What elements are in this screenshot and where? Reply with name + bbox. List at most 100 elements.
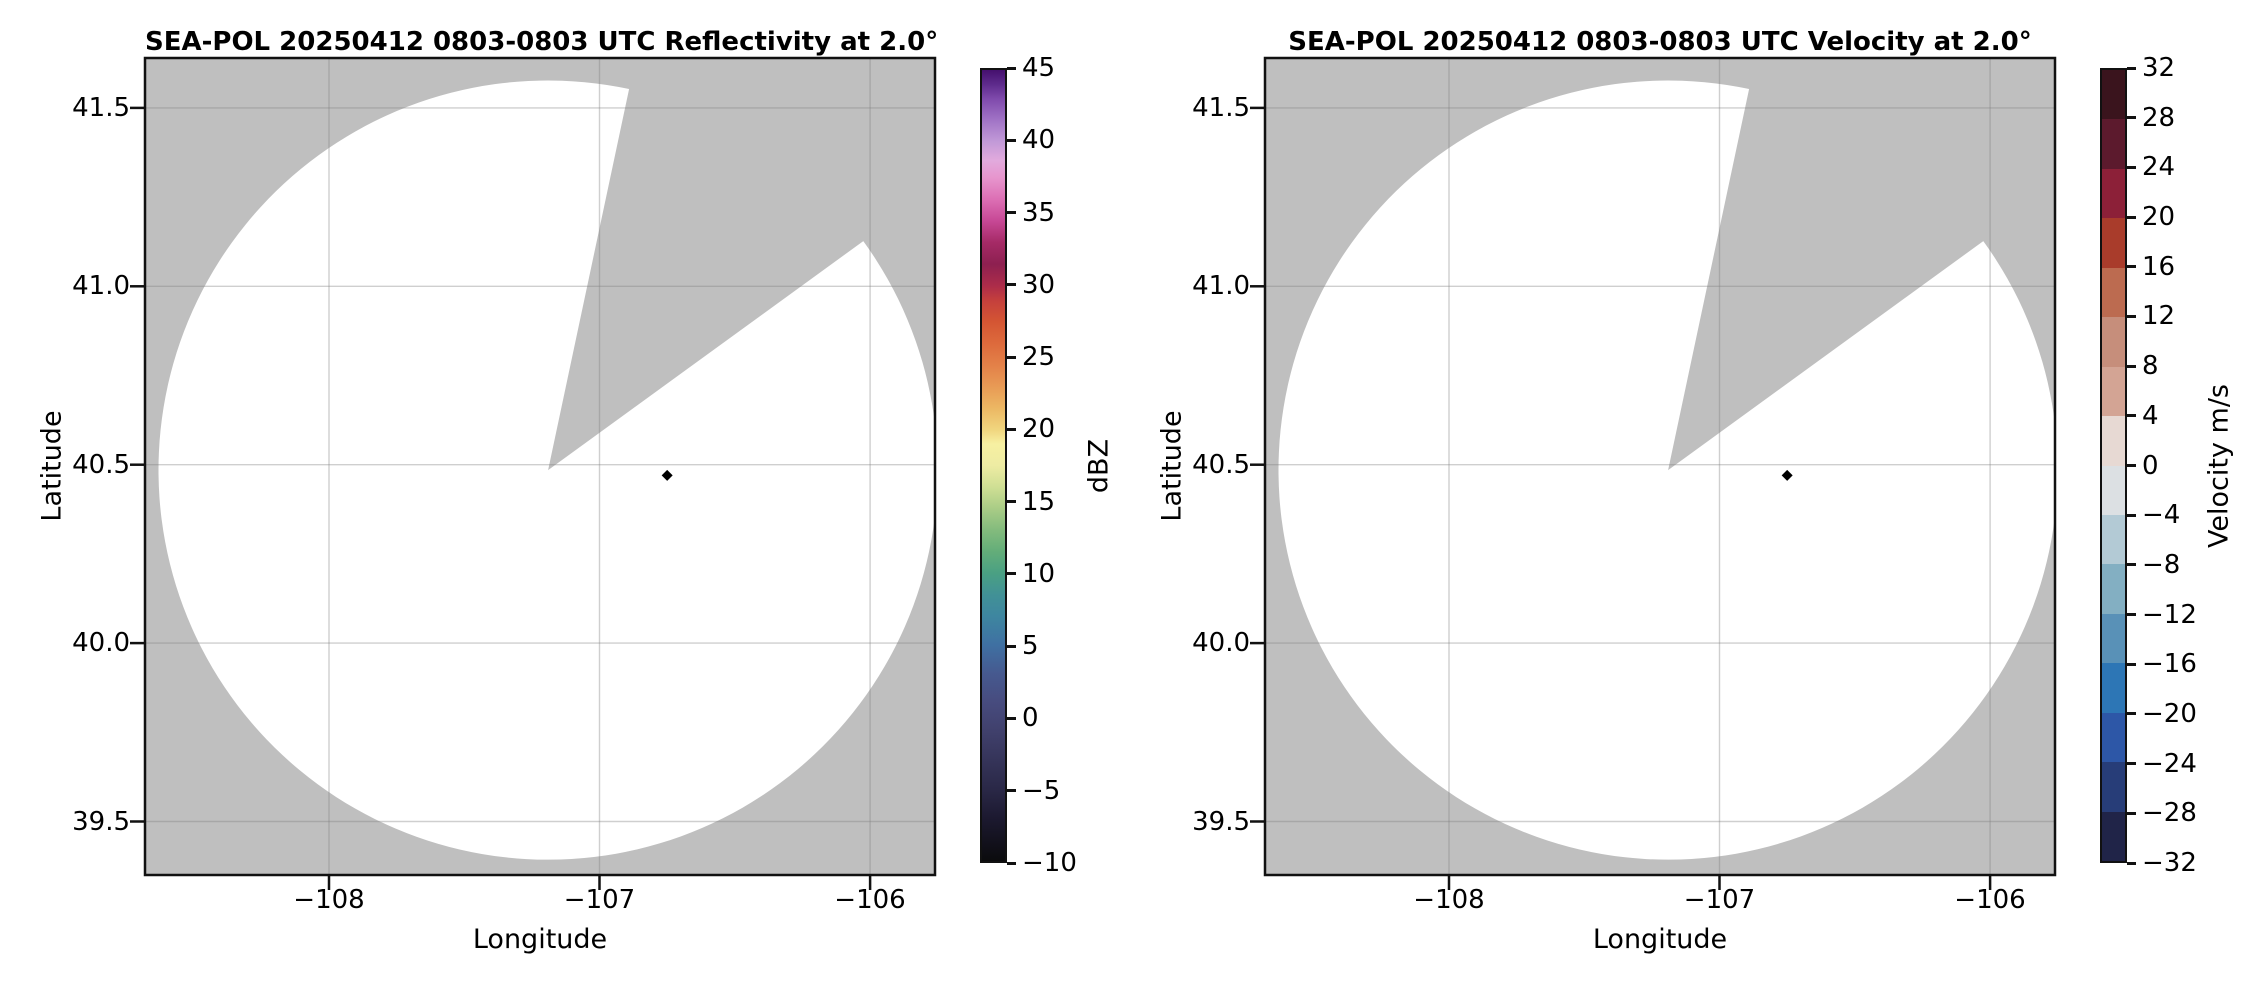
colorbar-segment <box>2102 514 2125 565</box>
colorbar-tick <box>1007 138 1016 142</box>
colorbar-tick <box>2127 613 2136 617</box>
colorbar-tick-label: −12 <box>2142 599 2197 630</box>
colorbar-tick-label: −28 <box>2142 798 2197 829</box>
site-marker-diamond <box>661 469 673 481</box>
x-tick-label: −107 <box>563 885 636 915</box>
radar-plot-reflectivity <box>130 56 938 890</box>
colorbar-segment <box>2102 811 2125 861</box>
colorbar-tick <box>2127 662 2136 666</box>
colorbar-tick <box>1007 789 1016 793</box>
colorbar-segment <box>2102 663 2125 713</box>
scan-area-no-echo <box>1278 80 2058 860</box>
colorbar-tick-label: −10 <box>1022 848 1077 878</box>
panel-velocity: SEA-POL 20250412 0803-0803 UTC Velocity … <box>1120 0 2262 990</box>
colorbar-tick-label: 20 <box>1022 414 1056 445</box>
colorbar-tick-label: 24 <box>2142 152 2176 183</box>
x-axis-label: Longitude <box>472 924 608 955</box>
colorbar-tick <box>2127 116 2136 120</box>
plot-border <box>1263 56 2057 877</box>
x-tick-label: −107 <box>1683 885 1756 915</box>
colorbar-tick <box>1007 427 1016 431</box>
y-tick-label: 40.5 <box>72 449 130 480</box>
colorbar-tick-label: 20 <box>2142 202 2176 233</box>
colorbar-tick-label: 40 <box>1022 125 1056 156</box>
colorbar-tick <box>2127 215 2136 219</box>
x-tick-label: −106 <box>1954 885 2026 915</box>
colorbar-tick-label: −16 <box>2142 649 2197 680</box>
x-tick-label: −108 <box>293 885 365 915</box>
colorbar-tick-label: 30 <box>1022 269 1056 300</box>
colorbar-tick <box>2127 314 2136 318</box>
y-tick-label: 40.0 <box>1192 628 1250 659</box>
panel-title-reflectivity: SEA-POL 20250412 0803-0803 UTC Reflectiv… <box>145 27 939 57</box>
colorbar-tick <box>2127 563 2136 567</box>
colorbar-tick-label: −20 <box>2142 698 2197 729</box>
colorbar-segment <box>2102 613 2125 664</box>
colorbar-tick <box>2127 811 2136 815</box>
colorbar-tick <box>1007 572 1016 576</box>
colorbar-tick <box>2127 364 2136 368</box>
colorbar-tick-label: −5 <box>1022 775 1061 806</box>
x-tick-label: −108 <box>1413 885 1485 915</box>
x-tick-label: −106 <box>834 885 906 915</box>
colorbar-tick-label: 35 <box>1022 197 1056 228</box>
y-tick-label: 41.5 <box>1192 92 1250 123</box>
colorbar-tick-label: 10 <box>1022 558 1056 589</box>
colorbar-tick-label: 0 <box>2142 450 2159 481</box>
colorbar-tick <box>1007 355 1016 359</box>
y-tick-label: 41.5 <box>72 92 130 123</box>
site-marker-diamond <box>1781 469 1793 481</box>
colorbar-tick <box>1007 211 1016 215</box>
colorbar-tick <box>2127 513 2136 517</box>
colorbar-segment <box>2102 564 2125 614</box>
colorbar-tick-label: 16 <box>2142 251 2176 282</box>
colorbar-segment <box>2102 70 2125 120</box>
colorbar-segment <box>2102 762 2125 812</box>
colorbar-reflectivity: 45 40 35 30 25 20 15 10 5 0 −5 −10 <box>980 54 1077 877</box>
colorbar-gradient-bar <box>980 68 1007 863</box>
colorbar-tick-label: 32 <box>2142 53 2176 83</box>
colorbar-tick-label: 45 <box>1022 53 1056 83</box>
y-tick-label: 39.5 <box>72 806 130 837</box>
colorbar-tick <box>2127 712 2136 716</box>
colorbar-tick <box>2127 861 2136 865</box>
y-tick-label: 40.0 <box>72 628 130 659</box>
colorbar-segment <box>2102 465 2125 515</box>
colorbar-label: dBZ <box>1083 438 1115 494</box>
colorbar-tick-label: 12 <box>2142 301 2176 332</box>
colorbar-tick-label: 15 <box>1022 486 1056 517</box>
colorbar-tick-label: −8 <box>2142 549 2181 580</box>
y-tick-label: 41.0 <box>72 271 130 302</box>
colorbar-velocity: 32 28 24 20 16 12 8 4 0 −4 −8 −12 −16 −20 −24 −28 −32 <box>2100 54 2197 877</box>
y-tick-label: 39.5 <box>1192 806 1250 837</box>
colorbar-label: Velocity m/s <box>2203 384 2235 548</box>
colorbar-tick <box>1007 66 1016 70</box>
scan-area-no-echo <box>158 80 938 860</box>
colorbar-discrete-bar <box>2100 68 2127 863</box>
colorbar-tick <box>1007 500 1016 504</box>
colorbar-segment <box>2102 317 2125 367</box>
colorbar-tick <box>1007 283 1016 287</box>
colorbar-tick-label: 28 <box>2142 102 2176 133</box>
colorbar-segment <box>2102 218 2125 268</box>
colorbar-segment <box>2102 712 2125 763</box>
panel-title-velocity: SEA-POL 20250412 0803-0803 UTC Velocity … <box>1288 27 2032 57</box>
colorbar-tick <box>1007 861 1016 865</box>
colorbar-segment <box>2102 119 2125 169</box>
colorbar-segment <box>2102 416 2125 466</box>
colorbar-tick-label: 8 <box>2142 351 2159 382</box>
colorbar-tick-label: 5 <box>1022 631 1039 662</box>
colorbar-segment <box>2102 168 2125 219</box>
colorbar-tick-label: −32 <box>2142 848 2197 878</box>
plot-border <box>143 56 937 877</box>
colorbar-tick <box>2127 464 2136 467</box>
colorbar-tick-label: −4 <box>2142 500 2181 531</box>
radar-plot-velocity <box>1250 56 2058 890</box>
colorbar-tick-label: 25 <box>1022 342 1056 373</box>
colorbar-tick-label: 0 <box>1022 703 1039 734</box>
colorbar-tick <box>2127 66 2136 70</box>
colorbar-tick-label: −24 <box>2142 748 2197 779</box>
colorbar-tick <box>2127 265 2136 269</box>
panel-reflectivity: SEA-POL 20250412 0803-0803 UTC Reflectiv… <box>37 27 1115 955</box>
